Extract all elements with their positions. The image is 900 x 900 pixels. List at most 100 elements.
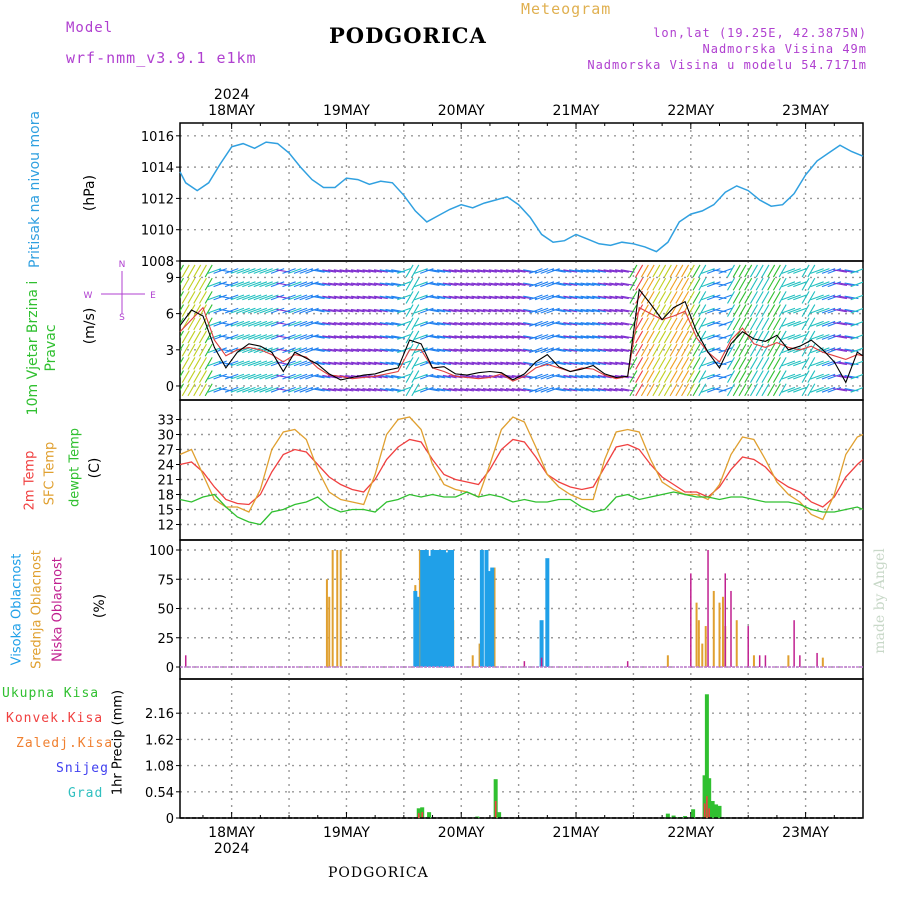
wind-arrow — [640, 264, 649, 278]
wind-arrow — [253, 294, 268, 301]
wind-arrow — [669, 343, 678, 357]
y-tick-label: 1016 — [141, 130, 174, 145]
wind-arrow — [787, 386, 801, 393]
wind-arrow — [816, 307, 830, 314]
wind-arrow — [181, 277, 190, 291]
wind-arrow — [850, 387, 863, 393]
wind-arrow — [698, 370, 707, 383]
wind-arrow — [557, 388, 572, 392]
wind-arrow — [838, 322, 853, 326]
wind-arrow — [242, 268, 256, 274]
wind-arrow — [767, 370, 776, 383]
wind-arrow — [368, 282, 383, 286]
wind-arrow — [425, 361, 440, 366]
mid-cloud-bar — [331, 550, 334, 667]
wind-arrow — [488, 295, 503, 300]
wind-arrow — [821, 307, 836, 314]
wind-arrow — [180, 264, 184, 273]
low-cloud-bar — [690, 573, 692, 667]
wind-arrow — [500, 282, 515, 286]
wind-arrow — [686, 291, 695, 304]
wind-arrow — [339, 348, 354, 352]
wind-arrow — [793, 360, 807, 367]
wind-arrow — [591, 361, 606, 366]
wind-arrow — [658, 277, 667, 291]
wind-arrow — [187, 317, 196, 331]
wind-arrow — [305, 373, 319, 380]
wind-arrow — [265, 294, 279, 301]
wind-arrow — [494, 348, 509, 352]
wind-arrow — [778, 291, 787, 304]
wind-arrow — [322, 282, 337, 286]
wind-arrow — [482, 388, 497, 392]
wind-arrow — [247, 294, 262, 301]
wind-arrow — [247, 268, 262, 274]
wind-arrow — [827, 347, 842, 354]
wind-arrow — [345, 295, 360, 300]
wind-arrow — [414, 386, 428, 393]
wind-arrow — [397, 268, 411, 274]
wind-arrow — [563, 322, 578, 326]
wind-arrow — [652, 277, 661, 291]
wind-arrow — [681, 264, 690, 278]
wind-arrow — [698, 357, 707, 370]
wind-arrow — [675, 370, 684, 383]
mid-cloud-bar — [735, 620, 738, 667]
wind-arrow — [242, 360, 256, 367]
wind-arrow — [488, 282, 503, 286]
wind-arrow — [727, 330, 735, 344]
wind-arrow — [609, 335, 624, 339]
wind-arrow — [586, 269, 601, 273]
wind-arrow — [732, 264, 741, 278]
wind-arrow — [767, 304, 776, 317]
wind-arrow — [356, 308, 371, 313]
wind-arrow — [816, 386, 830, 393]
low-cloud-bar — [184, 655, 187, 667]
wind-arrow — [563, 361, 578, 366]
wind-arrow — [574, 388, 589, 392]
wind-arrow — [727, 304, 735, 317]
wind-arrow — [614, 322, 629, 326]
wind-arrow — [718, 334, 733, 340]
y-tick-label: 1012 — [141, 192, 174, 207]
high-cloud-bar — [415, 596, 420, 667]
wind-arrow — [425, 295, 440, 300]
wind-arrow — [305, 294, 319, 301]
wind-arrow — [242, 281, 256, 288]
wind-arrow — [681, 370, 690, 383]
wind-arrow — [437, 269, 452, 273]
wind-arrow — [761, 357, 770, 370]
wind-arrow — [224, 268, 239, 274]
wind-arrow — [193, 343, 202, 357]
wind-arrow — [187, 264, 196, 278]
wind-arrow — [198, 317, 207, 331]
bottom-day-label: 23MAY — [782, 825, 829, 841]
wind-arrow — [448, 361, 463, 366]
wind-arrow — [230, 386, 245, 393]
wind-arrow — [755, 330, 764, 344]
wind-arrow — [827, 320, 842, 327]
wind-arrow — [204, 343, 213, 357]
wind-arrow — [379, 388, 394, 392]
wind-arrow — [669, 330, 678, 344]
wind-arrow — [597, 308, 612, 313]
wind-arrow — [546, 307, 560, 314]
wind-arrow — [591, 348, 606, 352]
y-tick-label: 27 — [157, 444, 174, 459]
wind-arrow — [488, 269, 503, 273]
meteogram-label: Meteogram — [521, 0, 612, 18]
wind-arrow — [534, 360, 549, 367]
wind-arrow — [379, 335, 394, 339]
wind-arrow — [635, 264, 644, 278]
wind-arrow — [362, 269, 377, 273]
wind-arrow — [411, 277, 420, 291]
y-tick-label: 50 — [157, 603, 174, 618]
total-precip-bar — [717, 805, 722, 818]
wind-arrow — [471, 335, 486, 339]
wind-arrow — [692, 343, 701, 357]
wind-arrow — [305, 334, 319, 340]
wind-arrow — [580, 269, 595, 273]
low-cloud-bar — [758, 655, 761, 667]
wind-arrow — [494, 282, 509, 286]
elevation-label: Nadmorska Visina 49m — [702, 42, 867, 56]
